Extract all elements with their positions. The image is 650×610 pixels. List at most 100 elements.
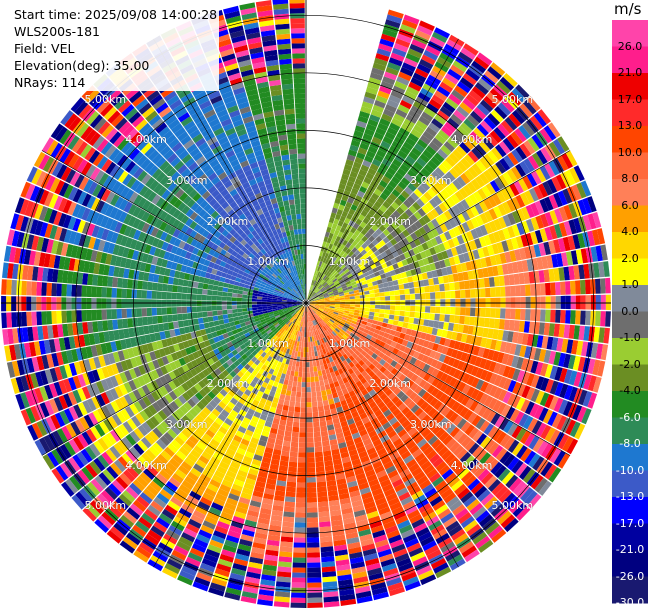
velocity-gate (335, 224, 342, 232)
velocity-gate (389, 290, 395, 296)
velocity-gate (321, 288, 327, 293)
velocity-gate (439, 52, 455, 64)
velocity-gate (410, 305, 416, 312)
velocity-gate (566, 251, 574, 266)
velocity-gate (366, 150, 376, 159)
velocity-gate (334, 197, 341, 205)
velocity-gate (485, 307, 491, 318)
velocity-gate (333, 291, 339, 295)
velocity-gate (343, 164, 353, 171)
velocity-gate (322, 291, 328, 295)
velocity-gate (295, 396, 301, 403)
velocity-gate (539, 165, 551, 181)
velocity-gate (447, 137, 459, 149)
velocity-gate (448, 182, 459, 193)
velocity-gate (350, 298, 356, 302)
velocity-gate (331, 244, 337, 251)
velocity-gate (288, 461, 298, 468)
velocity-gate (401, 95, 415, 105)
velocity-gate (487, 266, 494, 277)
velocity-gate (394, 310, 400, 316)
velocity-gate (177, 313, 183, 321)
velocity-gate (565, 295, 571, 310)
velocity-gate (397, 150, 408, 160)
velocity-gate (399, 310, 405, 317)
velocity-gate (177, 285, 183, 293)
velocity-gate (192, 287, 198, 294)
velocity-gate (331, 287, 338, 292)
velocity-gate (394, 268, 401, 275)
velocity-gate (506, 262, 514, 274)
velocity-gate (442, 240, 451, 250)
velocity-gate (343, 206, 351, 213)
velocity-gate (434, 133, 447, 145)
velocity-gate (452, 236, 460, 247)
velocity-gate (373, 316, 379, 321)
velocity-gate (519, 143, 532, 158)
velocity-gate (530, 217, 540, 231)
velocity-gate (81, 310, 87, 322)
velocity-gate (182, 319, 189, 327)
velocity-gate (476, 103, 490, 116)
velocity-gate (307, 527, 319, 533)
velocity-gate (323, 236, 329, 243)
velocity-gate (295, 497, 306, 503)
velocity-gate (444, 121, 457, 133)
velocity-gate (317, 291, 322, 296)
velocity-gate (373, 212, 381, 221)
velocity-gate (340, 271, 346, 277)
velocity-gate (440, 188, 451, 199)
velocity-gate (361, 242, 368, 250)
velocity-gate (426, 211, 435, 221)
velocity-gate (384, 248, 392, 256)
velocity-gate (292, 381, 298, 387)
velocity-gate (319, 298, 325, 301)
velocity-gate (66, 284, 72, 297)
velocity-gate (339, 244, 346, 251)
velocity-gate (373, 132, 384, 141)
velocity-gate (290, 391, 297, 397)
velocity-gate (36, 281, 42, 296)
velocity-gate (396, 273, 403, 280)
velocity-gate (560, 281, 566, 295)
velocity-gate (495, 286, 501, 297)
velocity-gate (479, 172, 490, 185)
velocity-gate (166, 307, 172, 315)
velocity-gate (41, 296, 47, 311)
velocity-gate (312, 361, 317, 367)
velocity-gate (394, 255, 402, 263)
velocity-gate (481, 185, 492, 198)
velocity-gate (236, 297, 242, 302)
velocity-gate (471, 147, 483, 160)
velocity-gate (221, 296, 227, 301)
velocity-gate (406, 195, 416, 205)
velocity-gate (486, 133, 499, 147)
velocity-gate (156, 307, 162, 316)
velocity-gate (285, 390, 292, 396)
velocity-gate (325, 285, 331, 290)
velocity-gate (510, 237, 519, 250)
velocity-gate (428, 141, 440, 152)
velocity-gate (306, 442, 314, 448)
velocity-gate (450, 265, 458, 274)
velocity-gate (380, 273, 387, 279)
velocity-gate (379, 258, 386, 265)
velocity-gate (309, 356, 313, 363)
velocity-gate (314, 376, 319, 382)
velocity-gate (279, 551, 293, 558)
velocity-gate (427, 160, 438, 171)
velocity-gate (341, 258, 348, 264)
velocity-gate (443, 141, 455, 153)
velocity-gate (476, 52, 493, 66)
velocity-gate (552, 138, 566, 155)
velocity-gate (453, 109, 466, 122)
velocity-gate (151, 307, 157, 316)
velocity-gate (345, 248, 352, 255)
velocity-gate (306, 477, 316, 483)
velocity-gate (515, 308, 521, 320)
velocity-gate (444, 314, 450, 323)
velocity-gate (373, 188, 383, 197)
velocity-gate (511, 149, 523, 163)
velocity-gate (191, 306, 197, 313)
velocity-gate (308, 295, 312, 300)
